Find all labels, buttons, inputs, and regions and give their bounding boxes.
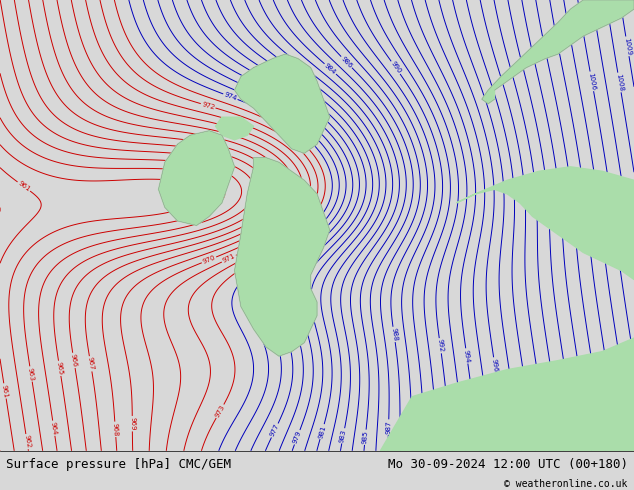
Text: 995: 995 — [482, 393, 490, 407]
Text: 963: 963 — [27, 367, 35, 381]
Text: 974: 974 — [223, 92, 238, 102]
Text: 965: 965 — [56, 361, 63, 375]
Polygon shape — [380, 338, 634, 451]
Text: 980: 980 — [279, 68, 294, 80]
Text: 1004: 1004 — [609, 396, 617, 415]
Text: 992: 992 — [436, 339, 444, 353]
Text: 999: 999 — [536, 384, 544, 398]
Text: 969: 969 — [129, 417, 136, 430]
Text: 996: 996 — [491, 358, 499, 372]
Polygon shape — [235, 158, 330, 356]
Text: 993: 993 — [456, 398, 464, 413]
Text: 975: 975 — [278, 249, 292, 262]
Text: 1000: 1000 — [553, 403, 562, 422]
Text: 978: 978 — [261, 75, 276, 87]
Text: 994: 994 — [463, 349, 470, 363]
Text: 987: 987 — [385, 420, 392, 434]
Text: 961: 961 — [1, 384, 9, 398]
Text: 962: 962 — [23, 435, 31, 449]
Text: 961: 961 — [16, 180, 31, 193]
Text: 976: 976 — [242, 82, 257, 94]
Text: 1007: 1007 — [624, 219, 633, 238]
Text: 973: 973 — [214, 404, 226, 418]
Text: 971: 971 — [221, 253, 236, 264]
Text: 998: 998 — [520, 368, 528, 382]
Text: 967: 967 — [87, 357, 94, 371]
Text: 983: 983 — [339, 429, 347, 443]
Polygon shape — [456, 167, 634, 279]
Text: 984: 984 — [323, 62, 337, 75]
Text: 997: 997 — [509, 390, 517, 404]
Text: 986: 986 — [340, 55, 353, 69]
Text: 981: 981 — [318, 424, 327, 439]
Text: 985: 985 — [361, 430, 369, 444]
Text: 970: 970 — [202, 255, 216, 265]
Text: Mo 30-09-2024 12:00 UTC (00+180): Mo 30-09-2024 12:00 UTC (00+180) — [387, 458, 628, 471]
Text: 982: 982 — [297, 61, 311, 74]
Text: 1008: 1008 — [615, 73, 624, 92]
Text: 989: 989 — [408, 417, 415, 431]
Polygon shape — [235, 54, 330, 153]
Text: 972: 972 — [201, 101, 216, 111]
Text: 964: 964 — [50, 421, 58, 435]
Text: 991: 991 — [432, 401, 439, 415]
Text: 1006: 1006 — [587, 72, 597, 91]
Text: 1001: 1001 — [570, 421, 579, 440]
Text: 977: 977 — [269, 423, 280, 438]
Text: 1002: 1002 — [580, 397, 589, 415]
Polygon shape — [158, 131, 235, 225]
Text: © weatheronline.co.uk: © weatheronline.co.uk — [504, 479, 628, 489]
Text: 988: 988 — [390, 327, 398, 342]
Polygon shape — [216, 117, 254, 140]
Text: Surface pressure [hPa] CMC/GEM: Surface pressure [hPa] CMC/GEM — [6, 458, 231, 471]
Polygon shape — [482, 0, 634, 104]
Text: 990: 990 — [389, 60, 402, 75]
Text: 1003: 1003 — [598, 421, 607, 440]
Text: 979: 979 — [292, 430, 302, 444]
Text: 966: 966 — [70, 353, 78, 368]
Text: 968: 968 — [112, 422, 119, 436]
Text: 1009: 1009 — [623, 37, 632, 56]
Text: 1005: 1005 — [625, 413, 634, 432]
